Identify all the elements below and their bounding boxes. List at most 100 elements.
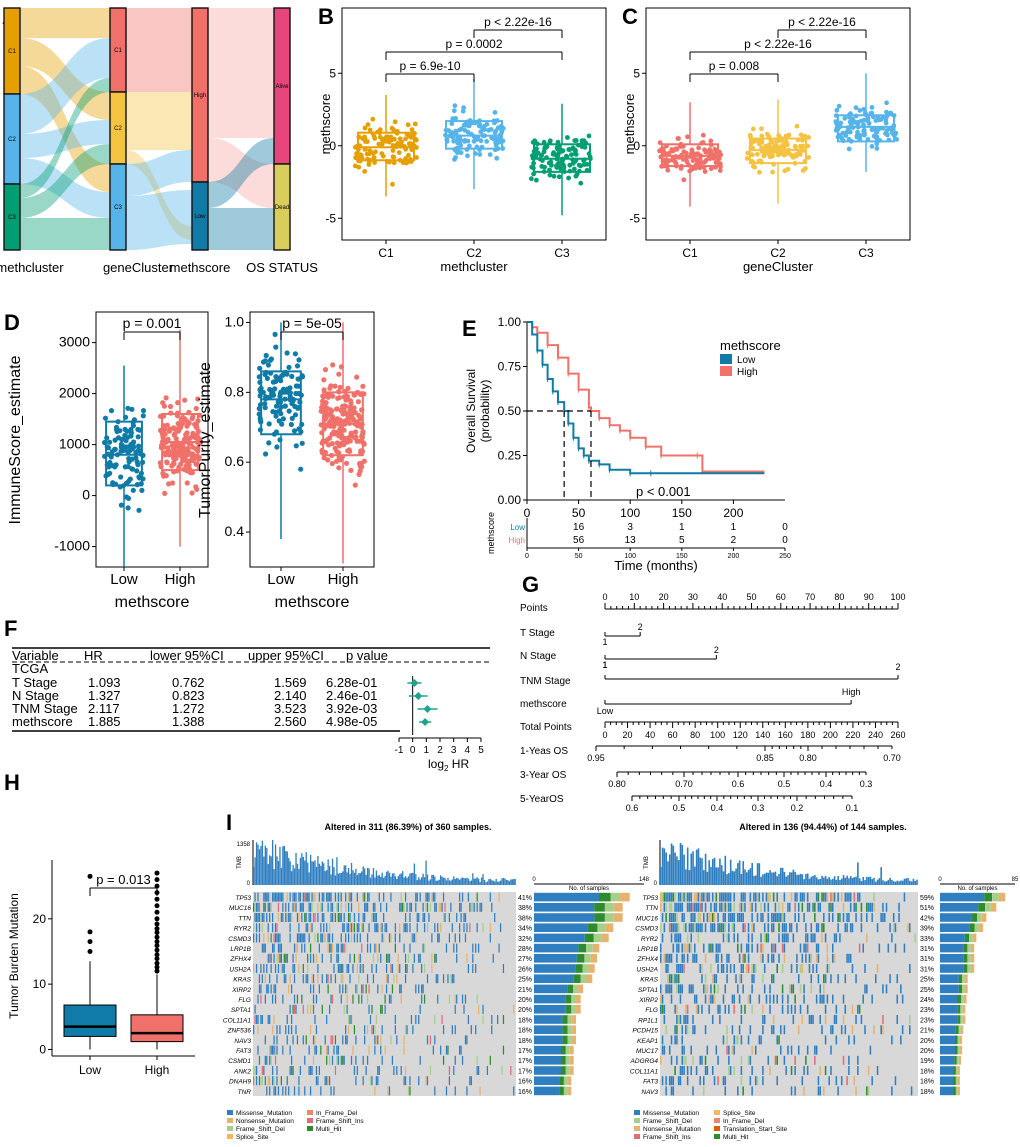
mutation-cell [255,1015,258,1024]
data-point [114,427,120,433]
mutation-cell [690,984,692,994]
gene-pct-label: 18% [518,1038,532,1045]
mutation-cell [385,974,388,984]
mutation-cell [352,964,354,973]
mutation-cell [674,892,676,902]
mutation-cell [806,943,809,953]
mutation-cell [403,923,405,933]
mutation-cell [497,1015,499,1024]
gene-pct-label: 41% [518,895,532,902]
mutation-cell [340,902,342,912]
points-tick-label: 20 [659,592,669,602]
gene-bar-segment [534,892,599,902]
matrix-bg [660,892,918,1096]
mutation-cell [803,913,805,922]
tmb-bar [710,866,712,885]
mutation-cell [381,1055,383,1065]
table-header: lower 95%CI [150,648,224,663]
mutation-cell [839,933,841,943]
mutation-cell [421,994,423,1004]
mutation-cell [814,933,816,943]
tmb-bar [692,851,694,885]
data-point [495,125,501,131]
mutation-cell [710,923,712,933]
mutation-cell [672,1076,675,1086]
gene-bar-segment [984,892,993,902]
legend-label: In_Frame_Del [723,1118,765,1125]
data-point [263,394,269,400]
mutation-cell [817,902,820,912]
mutation-cell [685,943,687,953]
mutation-cell [720,964,723,973]
mutation-cell [464,913,467,922]
data-point [337,384,343,390]
data-point [125,405,131,411]
mutation-cell [821,1025,823,1035]
mutation-cell [900,1035,902,1045]
panel-i-oncoplots: I Altered in 311 (86.39%) of 360 samples.… [223,810,1019,1141]
tmb-bar [876,879,879,885]
mutation-cell [776,1035,778,1045]
tmb-min-label: 0 [654,881,658,887]
gene-bar-segment [569,1066,574,1075]
mutation-cell [794,1055,796,1065]
mutation-cell [361,923,363,933]
data-point [262,371,268,378]
mutation-cell [873,902,875,912]
gene-label: NAV3 [234,1038,251,1045]
tmb-bar [665,852,667,885]
mutation-cell [429,1066,432,1075]
hr-diamond [414,692,423,700]
gene-bar-segment [998,892,1006,902]
mutation-cell [674,1066,676,1075]
outlier-point [154,903,160,909]
data-point [478,129,484,135]
mutation-cell [423,964,426,973]
mutation-cell [740,902,743,912]
gene-bar-segment [955,1035,958,1045]
gene-bar-segment [599,892,611,902]
mutation-cell [670,953,673,963]
mutation-cell [815,953,818,963]
tmb-bar [891,879,893,885]
gene-bar-segment [958,994,962,1004]
mutation-cell [815,892,818,902]
p-value-label: p < 2.22e-16 [788,15,856,29]
mutation-cell [665,892,667,902]
tmb-bar [704,853,707,885]
outlier-point [154,883,160,889]
mutation-cell [312,994,315,1004]
tmb-bar [749,868,752,885]
mutation-cell [345,943,347,953]
mutation-cell [253,1066,255,1075]
mutation-cell [746,943,748,953]
mutation-cell [728,1055,730,1065]
mutation-cell [391,964,394,973]
mutation-cell [336,1055,338,1065]
x-tick-label: 0 [410,745,416,756]
tmb-bar [432,874,435,885]
data-point [107,439,113,445]
mutation-cell [406,964,408,973]
tmb-bar [403,877,405,885]
tmb-bar [459,879,461,885]
mutation-cell [769,994,771,1004]
mutation-cell [302,974,304,984]
mutation-cell [731,923,734,933]
mutation-cell [302,902,304,912]
mutation-cell [681,1025,684,1035]
sankey-flow [208,138,274,208]
mutation-cell [285,953,287,963]
table-cell: 2.560 [274,714,307,729]
mutation-cell [717,923,719,933]
x-tick-label: High [165,571,196,588]
data-point [160,400,166,406]
gene-bar-segment [605,923,614,932]
mutation-cell [661,913,664,922]
mutation-cell [380,902,382,912]
tmb-bar [283,845,285,885]
data-point [488,126,494,132]
sankey-flow [20,38,110,120]
gene-bar-segment [992,892,999,902]
